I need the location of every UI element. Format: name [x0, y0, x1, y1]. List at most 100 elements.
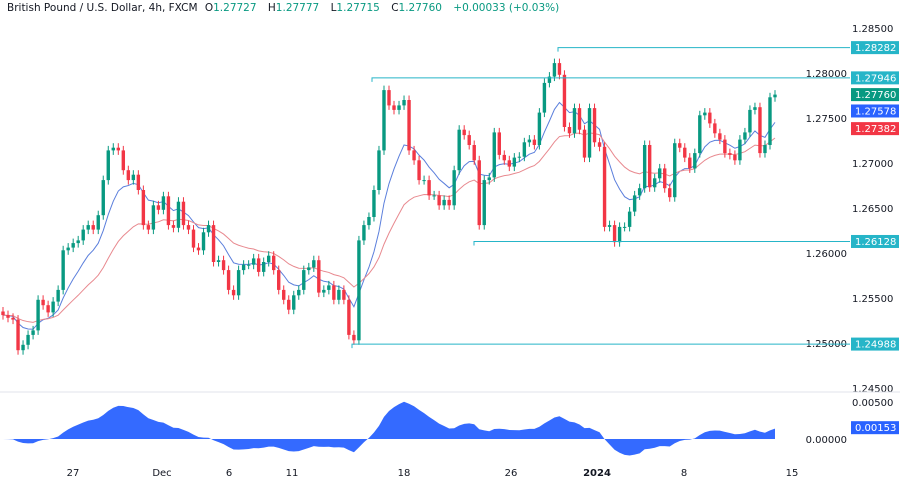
osc-tick-label: 0.00000 — [806, 435, 847, 446]
level-line — [371, 77, 850, 82]
x-tick-label: 2024 — [583, 468, 611, 479]
candle-down — [728, 153, 732, 155]
horizontal-levels[interactable]: 1.28282 1.27946 1.26128 1.24988 — [351, 41, 899, 351]
candle-up — [206, 225, 211, 233]
candle-down — [562, 74, 567, 127]
candle-down — [437, 195, 441, 206]
candle-down — [612, 225, 617, 243]
level-label: 1.27946 — [855, 73, 896, 84]
candle-up — [537, 112, 542, 145]
candle-up — [292, 295, 296, 310]
x-tick-label: 27 — [67, 468, 80, 479]
ohlc-open: O1.27727 — [204, 2, 257, 14]
candle-down — [733, 154, 737, 161]
candle-down — [342, 289, 346, 300]
candle-down — [181, 201, 186, 226]
candle-down — [427, 180, 431, 196]
y-tick-label: 1.28500 — [852, 24, 893, 35]
candle-down — [678, 143, 682, 148]
x-tick-label: 26 — [505, 468, 518, 479]
candle-up — [362, 225, 366, 241]
candle-down — [392, 105, 396, 110]
candle-up — [552, 63, 557, 77]
candle-up — [763, 145, 767, 154]
candle-up — [131, 174, 136, 181]
candle-up — [627, 211, 632, 227]
candle-up — [36, 299, 40, 331]
x-tick-label: 15 — [786, 468, 799, 479]
candle-up — [241, 264, 246, 271]
candles[interactable] — [1, 58, 777, 355]
candle-up — [738, 139, 742, 161]
level-label: 1.26128 — [855, 237, 896, 248]
candle-up — [572, 108, 577, 134]
candle-down — [447, 199, 451, 206]
candle-up — [251, 258, 256, 265]
candle-up — [632, 195, 637, 212]
candle-down — [116, 147, 120, 151]
candle-up — [367, 217, 371, 226]
candle-down — [668, 188, 672, 198]
candle-up — [76, 240, 80, 244]
candle-up — [402, 100, 406, 106]
candle-down — [567, 127, 572, 134]
candle-up — [522, 142, 527, 157]
level-label: 1.28282 — [855, 43, 896, 54]
x-tick-label: 18 — [398, 468, 411, 479]
candle-down — [477, 160, 481, 226]
candle-up — [201, 232, 206, 251]
candle-down — [758, 107, 762, 154]
candle-down — [141, 190, 146, 226]
candle-up — [422, 180, 426, 182]
candle-down — [663, 168, 667, 189]
candle-up — [266, 255, 271, 262]
candle-down — [723, 139, 727, 154]
candle-down — [317, 260, 321, 293]
candle-down — [121, 150, 126, 171]
candle-up — [71, 243, 75, 248]
candle-up — [527, 139, 532, 143]
candle-up — [673, 143, 677, 198]
candle-down — [582, 129, 587, 158]
candle-up — [372, 190, 376, 217]
candle-up — [236, 270, 241, 296]
candle-up — [703, 112, 707, 116]
candle-up — [312, 260, 316, 268]
oscillator-pane: 0.00500 0.00000 0.00153 — [3, 398, 899, 456]
candle-up — [768, 97, 772, 145]
candle-down — [156, 205, 161, 210]
candle-up — [622, 226, 627, 228]
slow-ma-line — [2, 132, 776, 323]
candle-up — [216, 260, 221, 262]
candle-down — [186, 225, 191, 230]
candle-up — [151, 205, 156, 230]
level-label: 1.24988 — [855, 340, 896, 351]
candle-down — [136, 174, 141, 190]
candle-down — [11, 317, 15, 320]
moving-averages — [2, 101, 776, 330]
candle-down — [16, 319, 20, 351]
ohlc-low: L1.27715 — [330, 2, 380, 14]
ohlc-change: +0.00033 (+0.03%) — [453, 2, 560, 14]
oscillator-area — [3, 401, 775, 456]
fast-ma-line — [2, 101, 776, 330]
candle-down — [497, 132, 501, 155]
y-tick-label: 1.27500 — [806, 114, 847, 125]
ohlc-close: C1.27760 — [391, 2, 442, 14]
price-label-bg-slow_ma — [851, 122, 899, 136]
candle-down — [683, 147, 687, 158]
candle-up — [492, 132, 496, 178]
candle-up — [26, 334, 30, 345]
time-axis[interactable]: 27 Dec 6 11 18 26 2024 8 15 — [67, 468, 799, 479]
candle-up — [607, 225, 612, 227]
candle-down — [647, 145, 652, 188]
candle-down — [277, 270, 281, 290]
candle-up — [693, 153, 697, 169]
candle-up — [246, 264, 251, 266]
x-tick-label: 6 — [226, 468, 232, 479]
candle-down — [282, 289, 286, 300]
candle-up — [482, 180, 486, 226]
candle-down — [507, 160, 512, 167]
candle-up — [743, 132, 747, 140]
